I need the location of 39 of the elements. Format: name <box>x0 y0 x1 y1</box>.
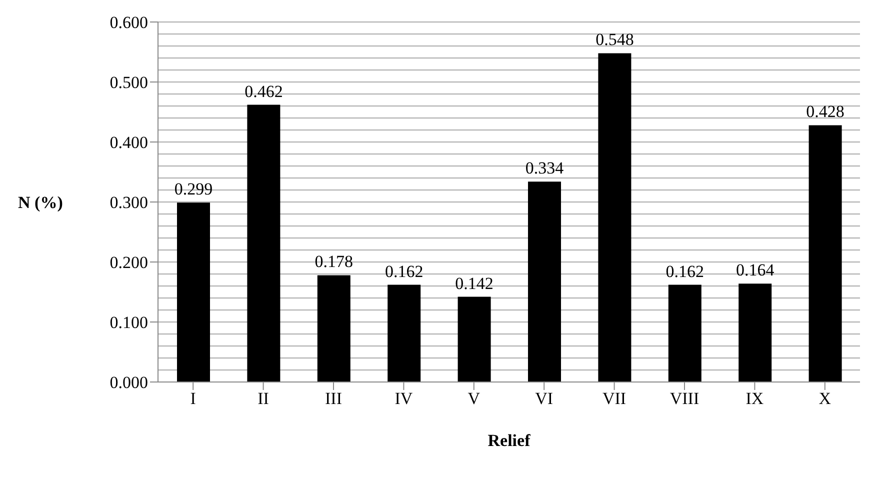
x-tick-label: V <box>468 389 481 408</box>
data-label: 0.162 <box>384 262 424 281</box>
y-tick-label: 0.600 <box>110 13 148 32</box>
x-tick-label: VII <box>602 389 626 408</box>
bar <box>177 202 210 382</box>
x-tick-label: IX <box>746 389 764 408</box>
data-label: 0.162 <box>666 262 704 281</box>
y-tick-label: 0.300 <box>110 193 148 212</box>
x-tick-label: III <box>325 389 342 408</box>
x-tick-label: I <box>190 389 196 408</box>
bar <box>247 104 280 382</box>
x-tick-label: VIII <box>670 389 700 408</box>
y-tick-label: 0.500 <box>110 73 148 92</box>
bar <box>528 182 561 382</box>
x-tick-label: VI <box>535 389 554 408</box>
y-axis-title: N (%) <box>18 193 63 212</box>
text: 0.000 <box>110 373 148 392</box>
bar <box>598 53 632 382</box>
y-tick-label: 0.100 <box>110 313 148 332</box>
bar <box>668 284 702 382</box>
data-label: 0.178 <box>314 252 354 272</box>
data-label: 0.428 <box>806 102 844 122</box>
y-tick-label: 0.200 <box>110 253 148 272</box>
bar <box>738 284 772 382</box>
bar <box>808 125 842 382</box>
x-tick-label: X <box>818 389 832 408</box>
data-label: 0.334 <box>525 158 564 178</box>
data-label: 0.164 <box>736 260 775 280</box>
data-label: 0.548 <box>596 30 634 50</box>
data-label: 0.462 <box>244 82 283 101</box>
data-label: 0.142 <box>455 274 494 293</box>
bar <box>458 296 491 382</box>
data-label: 0.299 <box>174 180 213 199</box>
bar <box>388 284 421 382</box>
x-axis-title: Relief <box>488 431 531 450</box>
x-tick-label: II <box>258 389 270 408</box>
x-tick-label: IV <box>394 389 414 408</box>
bar <box>317 275 350 382</box>
y-tick-label: 0.400 <box>110 133 148 152</box>
